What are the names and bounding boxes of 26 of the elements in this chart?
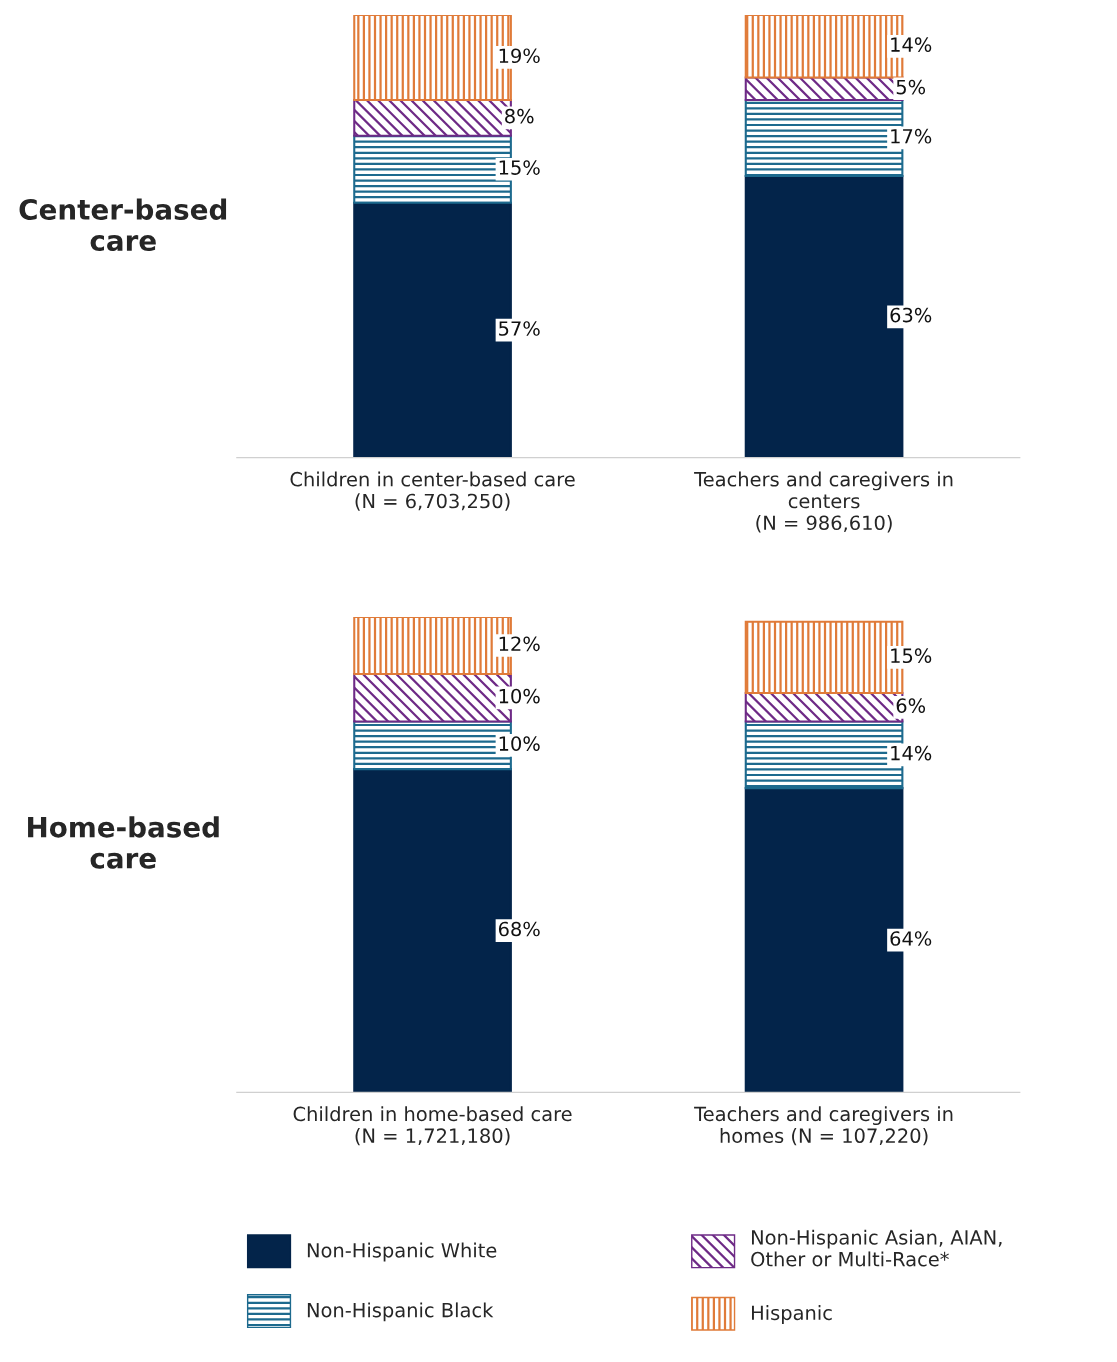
legend-label: Non-Hispanic Asian, AIAN, Other or Multi-Race* bbox=[751, 1229, 1002, 1267]
y-axis-title: Center-based care bbox=[19, 198, 227, 252]
data-label: 14% bbox=[891, 37, 932, 52]
data-label: 15% bbox=[891, 648, 932, 664]
data-label: 63% bbox=[890, 307, 932, 323]
data-label: 19% bbox=[499, 48, 540, 64]
data-label: 12% bbox=[499, 636, 540, 652]
data-label: 5% bbox=[896, 79, 926, 95]
data-label: 15% bbox=[499, 160, 540, 175]
data-label: 57% bbox=[499, 321, 540, 336]
data-label: 17% bbox=[891, 128, 932, 144]
data-label: 14% bbox=[891, 745, 932, 761]
data-label: 68% bbox=[498, 921, 540, 937]
data-label: 10% bbox=[499, 736, 540, 751]
x-tick-label: Teachers and caregivers in homes (N = 107,220) bbox=[694, 1106, 953, 1146]
data-label: 10% bbox=[499, 688, 540, 704]
data-label: 6% bbox=[896, 698, 926, 713]
data-label: 64% bbox=[890, 931, 932, 946]
x-tick-label: Children in home-based care (N = 1,721,180) bbox=[293, 1106, 572, 1146]
legend-label: Hispanic bbox=[752, 1305, 832, 1324]
legend-label: Non-Hispanic Black bbox=[307, 1302, 494, 1322]
x-tick-label: Teachers and caregivers in centers (N = 986,610) bbox=[694, 471, 953, 533]
legend-label: Non-Hispanic White bbox=[307, 1242, 497, 1262]
y-axis-title: Home-based care bbox=[28, 816, 219, 869]
data-label: 8% bbox=[505, 108, 534, 124]
x-tick-label: Children in center-based care (N = 6,703,250) bbox=[290, 471, 575, 511]
